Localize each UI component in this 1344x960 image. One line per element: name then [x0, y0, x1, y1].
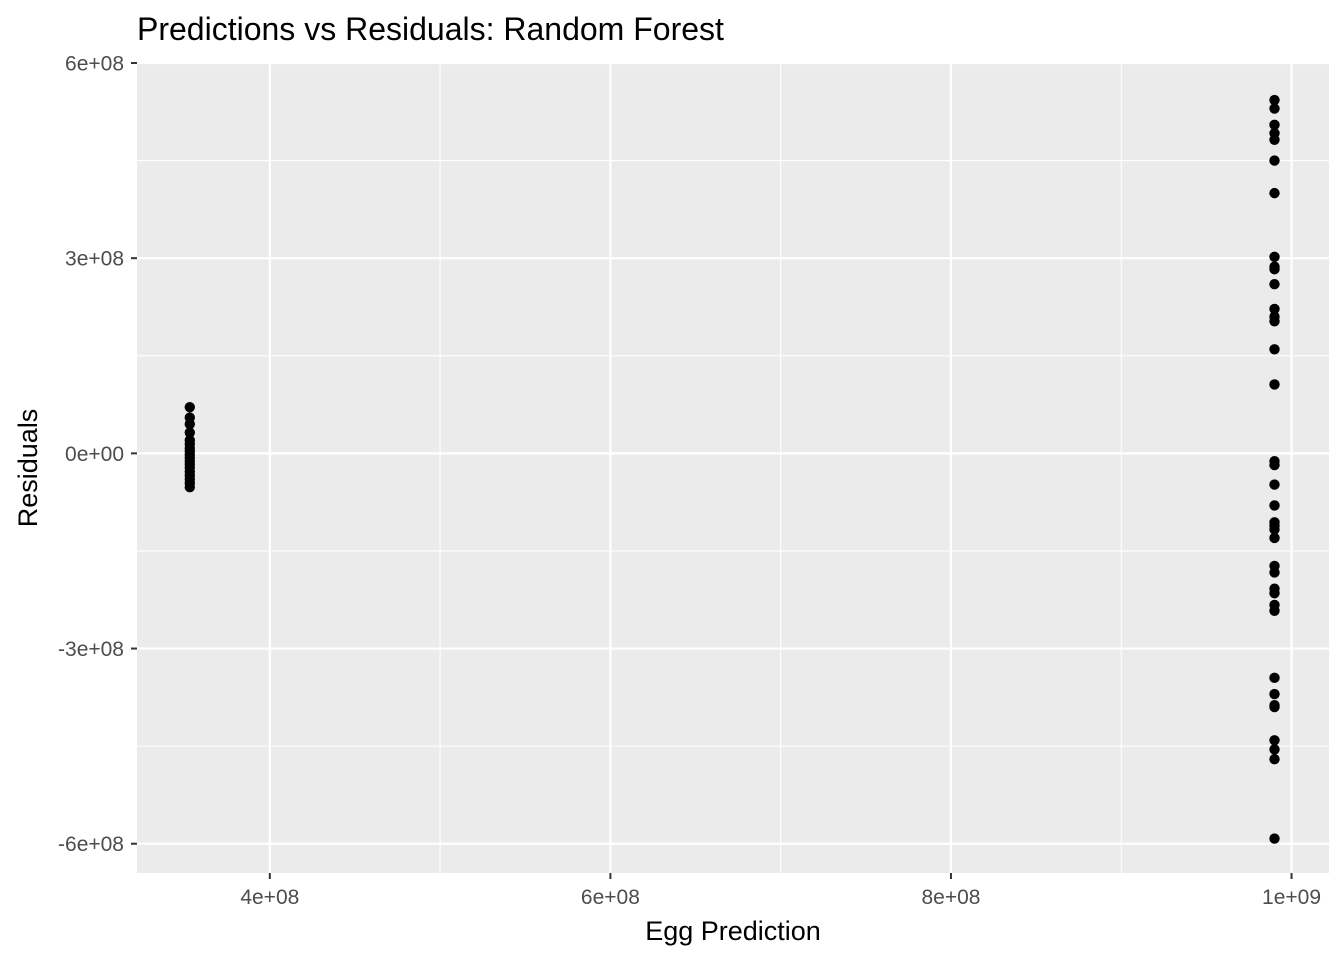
data-point [1269, 94, 1280, 106]
data-point [184, 401, 195, 413]
data-point [1269, 344, 1280, 355]
data-point [1269, 524, 1280, 535]
y-tick-label: 3e+08 [65, 248, 124, 271]
data-point [1269, 155, 1280, 166]
data-point [1269, 735, 1280, 746]
data-point [1269, 672, 1280, 684]
data-points [184, 94, 1280, 844]
x-tick-label: 4e+08 [240, 886, 299, 909]
data-point [1269, 316, 1280, 327]
data-point [1269, 744, 1280, 755]
data-point [184, 427, 195, 438]
data-point [1269, 459, 1280, 471]
data-point [1269, 279, 1280, 290]
data-point [1269, 379, 1280, 390]
data-point [1269, 187, 1280, 199]
x-tick-label: 8e+08 [921, 886, 980, 909]
y-tick-label: -3e+08 [58, 638, 124, 661]
data-point [1269, 264, 1280, 275]
plot-panel [137, 63, 1329, 873]
data-point [184, 418, 195, 430]
x-tick-label: 6e+08 [581, 886, 640, 909]
data-point [1269, 500, 1280, 511]
data-point [1269, 303, 1280, 315]
data-point [1269, 605, 1280, 617]
x-tick-label: 1e+09 [1262, 886, 1321, 909]
minor-gridlines [137, 63, 1329, 873]
data-point [1269, 479, 1280, 490]
data-point [1269, 701, 1280, 713]
data-point [1269, 134, 1280, 145]
data-point [1269, 688, 1280, 700]
y-tick-label: 0e+00 [65, 443, 124, 466]
data-point [1269, 532, 1280, 544]
y-tick-label: -6e+08 [58, 833, 124, 856]
data-point [1269, 251, 1280, 263]
major-gridlines [137, 61, 1329, 873]
data-point [1269, 833, 1280, 844]
y-tick-label: 6e+08 [65, 53, 124, 76]
data-point [184, 481, 195, 493]
y-axis-ticks: 6e+08 3e+08 0e+00 -3e+08 -6e+08 [58, 53, 137, 856]
x-axis-title: Egg Prediction [645, 916, 821, 946]
chart-title: Predictions vs Residuals: Random Forest [137, 11, 724, 47]
x-axis-ticks: 4e+08 6e+08 8e+08 1e+09 [240, 873, 1321, 909]
data-point [1269, 567, 1280, 578]
data-point [1269, 588, 1280, 599]
data-point [1269, 753, 1280, 765]
y-axis-title: Residuals [13, 409, 43, 528]
data-point [1269, 119, 1280, 131]
data-point [1269, 103, 1280, 114]
